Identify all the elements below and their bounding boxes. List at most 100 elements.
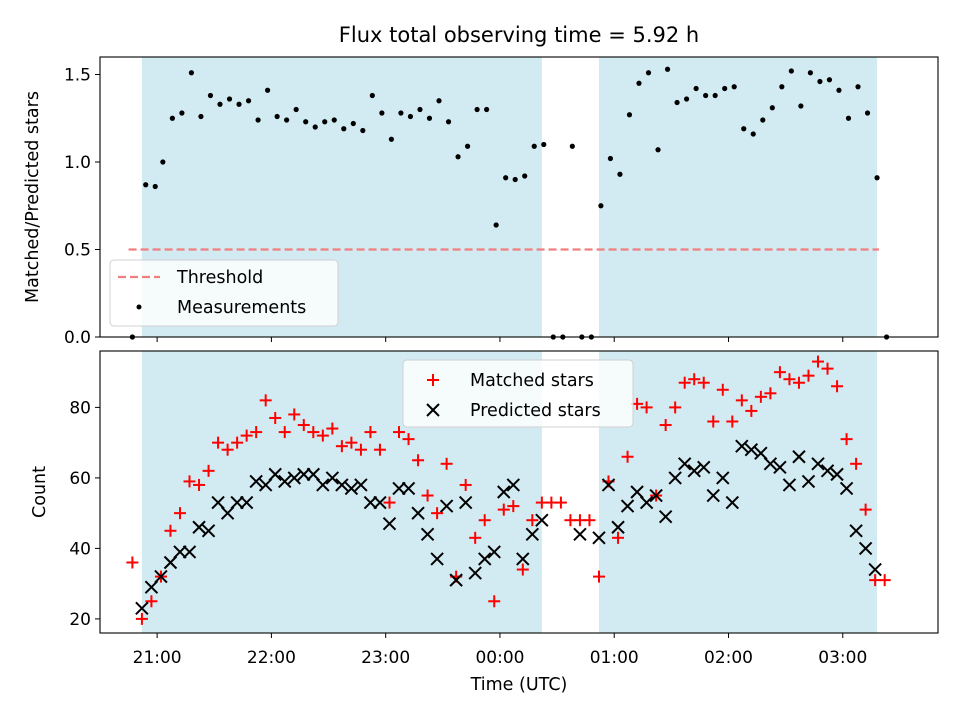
matched-star-point [145,595,158,608]
predicted-star-point [373,495,387,510]
matched-star-point [783,373,796,386]
matched-star-point [126,556,139,569]
matched-star-point [792,376,805,389]
predicted-star-point [230,495,244,510]
predicted-star-point [382,517,397,531]
matched-star-point [231,436,244,449]
matched-star-point [431,507,444,520]
predicted-star-point [592,531,606,545]
measurement-point [379,110,385,116]
legend-threshold-label: Threshold [176,268,263,288]
predicted-star-point [239,495,254,510]
matched-star-point [278,426,291,439]
matched-star-point [402,433,415,446]
measurement-point [331,117,337,123]
matched-star-point [345,436,358,449]
measurement-point [626,112,633,118]
matched-star-point [526,514,539,527]
measurement-point [407,113,414,120]
predicted-star-point [135,601,149,616]
predicted-star-point [725,495,740,510]
measurement-point [645,70,652,76]
measurement-point [493,222,499,228]
predicted-star-point [449,573,463,587]
matched-star-point [469,531,482,544]
predicted-star-point [220,506,235,520]
predicted-star-point [430,552,444,566]
matched-star-point [335,440,348,453]
x-tick-label: 02:00 [704,648,753,668]
x-tick-label: 03:00 [818,648,867,668]
predicted-star-point [306,467,321,482]
y-tick-label: 60 [69,469,91,489]
top-axes-frame [99,56,939,338]
predicted-star-point [773,460,787,475]
matched-star-point [259,394,272,407]
measurement-point [274,113,280,120]
measurement-point [674,99,680,106]
y-tick-label: 80 [69,398,91,418]
measurement-point [369,92,375,99]
predicted-star-point [154,569,168,584]
measurement-point [684,96,690,102]
predicted-star-point [468,566,482,580]
measurement-point [607,155,614,162]
predicted-star-point [716,471,730,485]
y-tick-label: 40 [69,539,91,559]
matched-star-point [612,531,625,544]
measurement-point [731,84,737,90]
measurement-point [143,182,149,188]
bottom-panel: 20 40 60 80 21:00 22:00 23:00 00:00 01:00 02:00 0… [30,350,939,695]
legend-matched-label: Matched stars [470,371,594,391]
predicted-star-point [458,495,473,510]
measurement-point [207,92,214,99]
measurement-point [245,98,252,104]
measurement-point [836,87,842,93]
matched-star-point [840,433,853,446]
measurements-points [129,66,890,340]
predicted-star-point [868,562,882,577]
predicted-star-point [354,478,368,492]
predicted-star-point [173,545,187,559]
x-tick-label: 00:00 [475,648,524,668]
predicted-star-point [677,457,692,471]
predicted-star-point [535,513,549,527]
predicted-star-point [487,545,501,559]
measurement-point [360,127,366,134]
matched-star-point [678,376,691,389]
matched-star-point [193,478,206,491]
measurement-point [464,143,471,149]
matched-star-point [373,443,386,456]
y-tick-label: 0.5 [64,241,91,261]
legend-predicted-swatch [426,403,440,417]
matched-star-point [773,366,786,379]
measurement-point [703,92,709,99]
matched-star-point [754,390,767,403]
x-axis-label: Time (UTC) [470,675,568,695]
measurement-point [741,126,747,132]
measurement-point [179,110,185,116]
measurement-point [807,70,813,76]
measurement-point [817,78,823,85]
matched-star-point [583,514,596,527]
matched-star-point [821,362,834,375]
measurement-point [798,103,804,109]
predicted-star-point [668,471,682,485]
matched-star-point [554,496,567,509]
matched-star-point [621,450,634,463]
measurement-point [436,98,442,104]
measurement-point [855,84,861,90]
predicted-star-point [411,506,425,520]
top-x-ticks [156,337,844,342]
predicted-star-point [630,485,644,499]
measurement-point [864,110,871,116]
measurement-point [769,105,775,111]
predicted-star-point [782,478,797,492]
y-tick-label: 20 [69,610,91,630]
matched-star-point [640,401,653,414]
predicted-star-point [649,488,663,503]
bottom-legend-box [402,359,634,428]
predicted-star-point [344,481,359,496]
predicted-star-point [516,552,530,566]
